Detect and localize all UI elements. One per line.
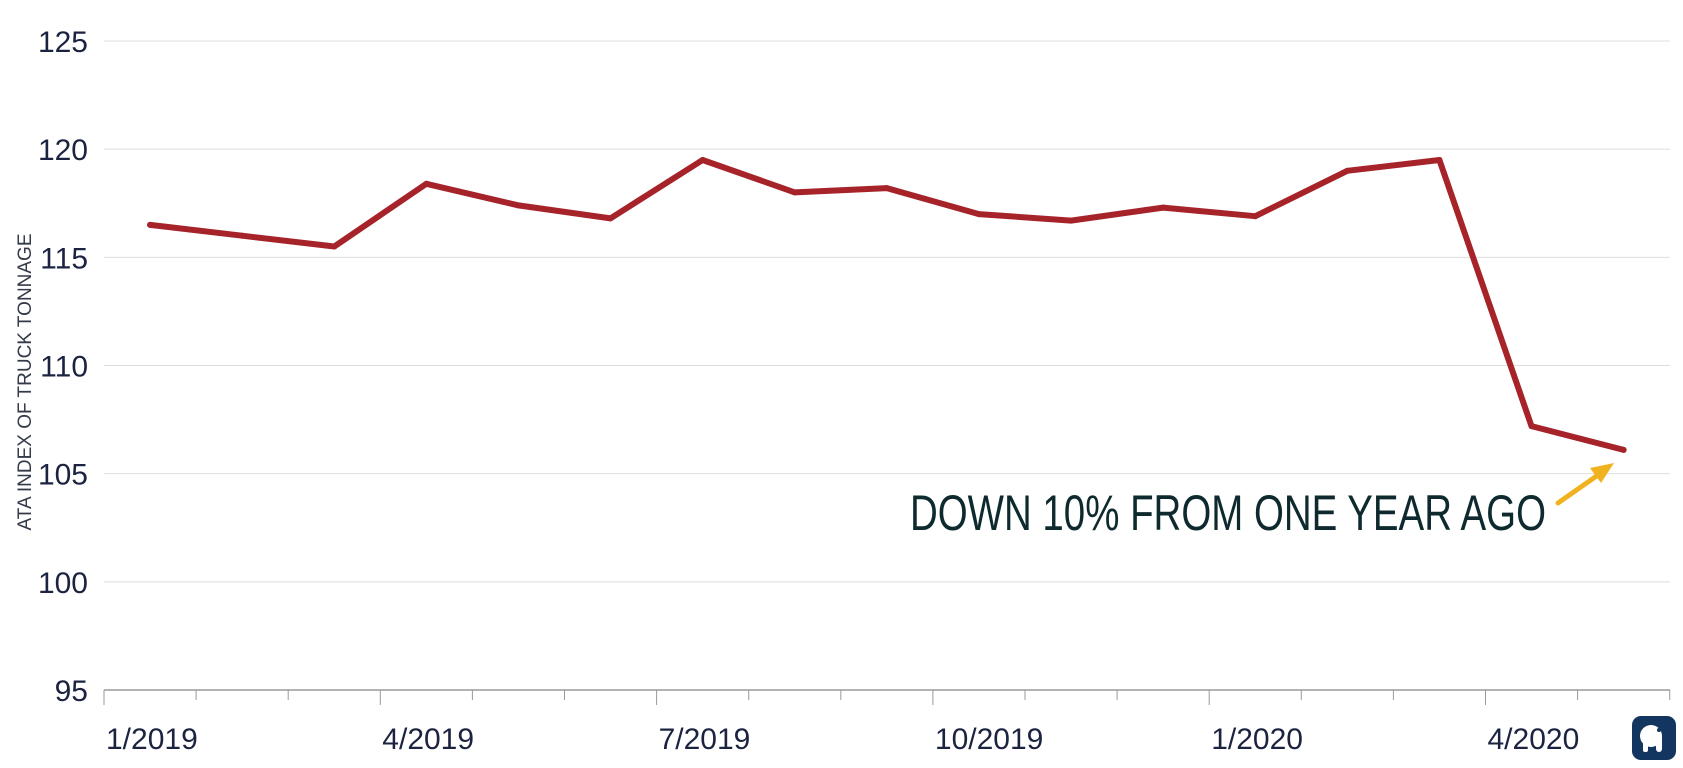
annotation-arrow-head: [1590, 463, 1614, 483]
x-tick-label: 4/2019: [382, 723, 474, 756]
elephant-icon: [1640, 725, 1662, 752]
data-point: [883, 185, 890, 192]
y-axis-ticks: 95 100 105 110 115 120 125: [38, 26, 88, 708]
x-tick-label: 7/2019: [659, 723, 751, 756]
annotation-text: DOWN 10% FROM ONE YEAR AGO: [910, 485, 1546, 541]
gridlines: [104, 40, 1670, 691]
data-point: [791, 189, 798, 196]
x-tick-label: 10/2019: [935, 723, 1043, 756]
x-tick-label: 1/2019: [106, 723, 198, 756]
data-point: [147, 221, 154, 228]
data-point: [1344, 167, 1351, 174]
logo: [1632, 716, 1676, 760]
y-tick-label: 100: [38, 567, 88, 600]
x-tick-label: 1/2020: [1211, 723, 1303, 756]
data-point: [423, 180, 430, 187]
y-tick-label: 120: [38, 134, 88, 167]
y-tick-label: 95: [55, 675, 88, 708]
data-point: [1252, 213, 1259, 220]
data-point: [607, 215, 614, 222]
y-tick-label: 110: [40, 351, 88, 384]
x-axis: 1/2019 4/2019 7/2019 10/2019 1/2020 4/2020: [103, 690, 1671, 756]
data-point: [699, 156, 706, 163]
series-group: [147, 156, 1627, 453]
data-point: [975, 211, 982, 218]
data-point: [1528, 423, 1535, 430]
data-point: [239, 232, 246, 239]
y-tick-label: 105: [38, 459, 88, 492]
x-tick-label: 4/2020: [1488, 723, 1580, 756]
data-point: [1068, 217, 1075, 224]
data-point: [1620, 446, 1627, 453]
annotation-arrow-shaft: [1555, 472, 1601, 506]
annotation-arrow: [1555, 463, 1614, 506]
data-point: [515, 202, 522, 209]
y-axis-label: ATA INDEX OF TRUCK TONNAGE: [15, 233, 36, 530]
y-tick-label: 125: [38, 26, 88, 59]
data-point: [1160, 204, 1167, 211]
data-point: [331, 243, 338, 250]
series-line: [147, 157, 1627, 453]
y-tick-label: 115: [40, 242, 88, 275]
data-point: [1436, 156, 1443, 163]
